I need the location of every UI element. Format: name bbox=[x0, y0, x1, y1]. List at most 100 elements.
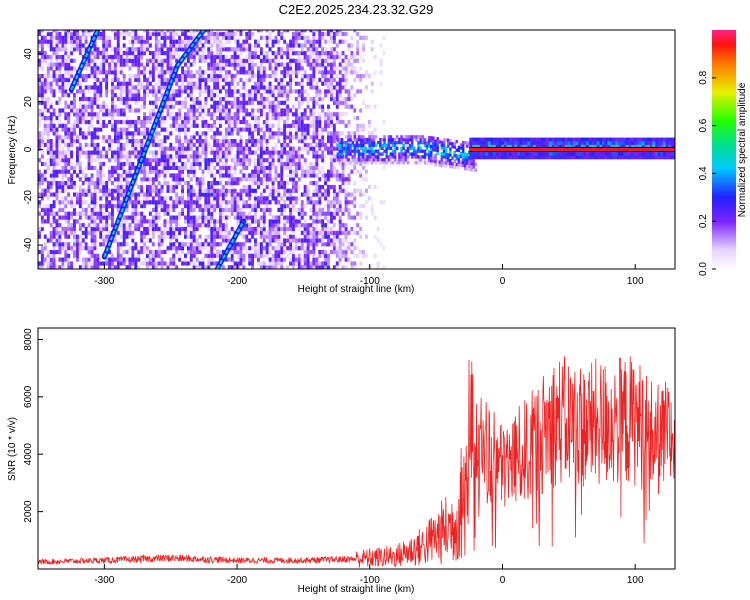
spectrogram-cell bbox=[330, 77, 333, 82]
spectrogram-cell bbox=[389, 155, 393, 159]
spectrogram-cell bbox=[90, 211, 94, 216]
spectrogram-cell bbox=[248, 211, 252, 216]
spectrogram-cell bbox=[96, 131, 100, 136]
spectrogram-cell bbox=[166, 226, 170, 232]
spectrogram-cell bbox=[257, 219, 260, 224]
spectrogram-cell bbox=[324, 81, 327, 86]
spectrogram-cell bbox=[96, 215, 100, 220]
spectrogram-cell bbox=[163, 207, 167, 212]
spectrogram-cell bbox=[87, 119, 91, 125]
spectrogram-cell bbox=[52, 93, 56, 98]
spectrogram-cell bbox=[90, 230, 94, 235]
spectrogram-cell bbox=[350, 261, 354, 266]
spectrogram-cell bbox=[93, 165, 97, 170]
spectrogram-cell bbox=[201, 131, 205, 136]
spectrogram-cell bbox=[189, 54, 193, 60]
spectrogram-cell bbox=[251, 261, 254, 266]
spectrogram-cell bbox=[344, 66, 348, 71]
spectrogram-cell bbox=[268, 108, 272, 113]
spectrogram-cell bbox=[372, 135, 376, 139]
spectrogram-cell bbox=[330, 93, 333, 98]
spectrogram-cell bbox=[148, 177, 152, 182]
spectrogram-cell bbox=[166, 66, 170, 71]
spectrogram-cell bbox=[119, 192, 123, 197]
spectrogram-cell bbox=[84, 47, 88, 52]
spectrogram-cell bbox=[315, 123, 319, 128]
spectrogram-cell bbox=[312, 192, 316, 197]
spectrogram-cell bbox=[332, 238, 336, 243]
spectrogram-cell bbox=[125, 58, 129, 63]
spectrogram-cell bbox=[303, 257, 307, 262]
spectrogram-cell bbox=[119, 81, 123, 86]
spectrogram-cell bbox=[254, 108, 257, 113]
spectrogram-cell bbox=[376, 140, 380, 145]
spectrogram-cell bbox=[99, 188, 103, 193]
spectrogram-cell bbox=[137, 116, 141, 121]
spectrogram-cell bbox=[425, 152, 429, 157]
spectrogram-cell bbox=[137, 35, 141, 40]
spectrogram-cell bbox=[43, 219, 47, 224]
spectrogram-cell bbox=[338, 238, 342, 243]
spectrogram-cell bbox=[52, 89, 56, 94]
spectrogram-cell bbox=[370, 89, 374, 94]
spectrogram-cell bbox=[402, 161, 405, 165]
spectrogram-cell bbox=[125, 154, 129, 159]
spectrogram-cell bbox=[73, 230, 76, 235]
spectrogram-cell bbox=[297, 62, 301, 67]
spectrogram-cell bbox=[383, 135, 386, 139]
spectrogram-cell bbox=[67, 161, 71, 167]
spectrogram-cell bbox=[146, 184, 149, 190]
spectrogram-cell bbox=[198, 181, 202, 186]
spectrogram-cell bbox=[300, 77, 304, 82]
spectrogram-cell bbox=[52, 74, 56, 79]
spectrogram-cell bbox=[251, 169, 254, 174]
spectrogram-cell bbox=[148, 31, 152, 37]
spectrogram-cell bbox=[169, 112, 173, 117]
spectrogram-cell bbox=[341, 211, 345, 216]
spectrogram-cell bbox=[207, 200, 211, 205]
spectrogram-cell bbox=[353, 253, 357, 258]
spectrogram-cell bbox=[198, 165, 202, 170]
spectrogram-cell bbox=[283, 139, 287, 144]
spectrogram-cell bbox=[78, 127, 82, 132]
spectrogram-cell bbox=[303, 108, 307, 113]
spectrogram-cell bbox=[55, 47, 59, 52]
spectrogram-cell bbox=[370, 207, 374, 212]
spectrogram-cell bbox=[189, 30, 193, 33]
spectrogram-cell bbox=[245, 165, 249, 170]
spectrogram-cell bbox=[189, 261, 193, 266]
spectrogram-cell bbox=[315, 161, 319, 167]
spectrogram-cell bbox=[192, 108, 196, 113]
spectrogram-cell bbox=[87, 184, 91, 190]
spectrogram-cell bbox=[143, 35, 146, 40]
spectrogram-cell bbox=[128, 150, 132, 155]
spectrogram-cell bbox=[131, 123, 135, 128]
spectrogram-cell bbox=[387, 135, 391, 139]
spectrogram-cell bbox=[376, 238, 380, 243]
spectrogram-cell bbox=[148, 81, 152, 86]
spectrogram-cell bbox=[338, 62, 342, 67]
spectrogram-cell bbox=[367, 123, 371, 128]
spectrogram-cell bbox=[201, 223, 205, 228]
spectrogram-cell bbox=[327, 104, 330, 109]
spectrogram-cell bbox=[294, 123, 298, 128]
spectrogram-cell bbox=[274, 246, 278, 251]
spectrogram-cell bbox=[160, 265, 164, 269]
spectrogram-cell bbox=[318, 200, 322, 205]
spectrogram-cell bbox=[119, 142, 123, 147]
spectrogram-cell bbox=[87, 265, 91, 269]
spectrogram-cell bbox=[332, 35, 336, 40]
spectrogram-cell bbox=[257, 196, 260, 201]
spectrogram-cell bbox=[254, 204, 257, 209]
spectrogram-cell bbox=[111, 93, 114, 98]
spectrogram-cell bbox=[236, 142, 240, 147]
spectrogram-cell bbox=[347, 181, 351, 186]
spectrogram-cell bbox=[216, 104, 219, 109]
spectrogram-cell bbox=[113, 30, 117, 33]
spectrogram-cell bbox=[233, 154, 237, 159]
spectrogram-cell bbox=[292, 58, 295, 63]
spectrogram-cell bbox=[195, 96, 199, 102]
spectrogram-cell bbox=[400, 152, 403, 156]
spectrogram-cell bbox=[78, 169, 82, 174]
spectrogram-cell bbox=[257, 108, 260, 113]
